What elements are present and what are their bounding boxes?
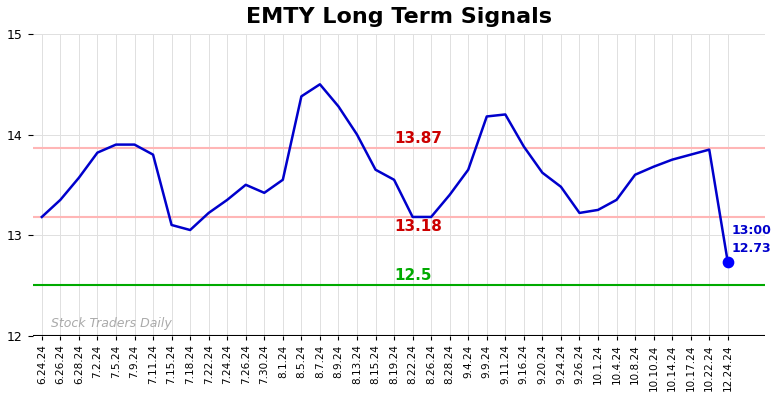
Text: 13:00: 13:00	[731, 224, 771, 237]
Text: 12.73: 12.73	[731, 242, 771, 255]
Text: Stock Traders Daily: Stock Traders Daily	[51, 318, 172, 330]
Point	[721, 259, 734, 265]
Text: 12.5: 12.5	[394, 268, 431, 283]
Text: 13.87: 13.87	[394, 131, 442, 146]
Title: EMTY Long Term Signals: EMTY Long Term Signals	[245, 7, 552, 27]
Text: 13.18: 13.18	[394, 219, 442, 234]
